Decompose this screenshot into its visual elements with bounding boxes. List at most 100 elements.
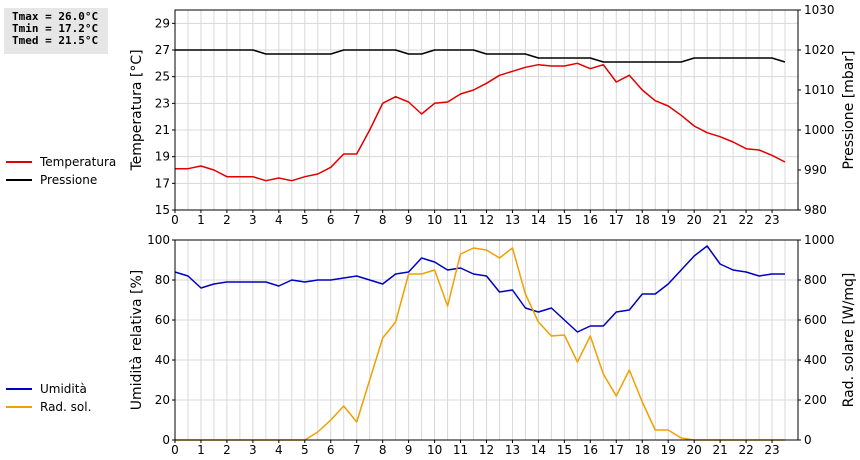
x-tick-label-bottom: 13 (505, 443, 520, 457)
x-tick-label-top: 4 (275, 213, 283, 227)
x-tick-label-top: 16 (583, 213, 598, 227)
x-tick-label-bottom: 23 (764, 443, 779, 457)
y2-tick-label-top: 980 (804, 203, 827, 217)
y-tick-label-top: 17 (155, 176, 170, 190)
x-tick-label-top: 5 (301, 213, 309, 227)
stats-box: Tmax = 26.0°C Tmin = 17.2°C Tmed = 21.5°… (4, 8, 108, 54)
y2-tick-label-top: 1020 (804, 43, 835, 57)
x-tick-label-top: 17 (609, 213, 624, 227)
x-tick-label-top: 23 (764, 213, 779, 227)
x-tick-label-top: 8 (379, 213, 387, 227)
y-tick-label-top: 15 (155, 203, 170, 217)
legend-item-pressione: Pressione (6, 171, 116, 189)
y-tick-label-bottom: 40 (155, 353, 170, 367)
x-tick-label-bottom: 8 (379, 443, 387, 457)
y2-axis-title-bottom: Rad. solare [W/mq] (841, 273, 857, 408)
y-tick-label-bottom: 20 (155, 393, 170, 407)
y2-tick-label-bottom: 1000 (804, 233, 835, 247)
x-tick-label-bottom: 17 (609, 443, 624, 457)
x-tick-label-bottom: 18 (635, 443, 650, 457)
x-tick-label-top: 0 (171, 213, 179, 227)
y2-tick-label-top: 1000 (804, 123, 835, 137)
x-tick-label-bottom: 5 (301, 443, 309, 457)
y2-tick-label-top: 1010 (804, 83, 835, 97)
x-tick-label-top: 20 (687, 213, 702, 227)
y2-tick-label-bottom: 800 (804, 273, 827, 287)
legend-item-temperatura: Temperatura (6, 153, 116, 171)
legend-swatch-rad-sol (6, 406, 32, 408)
x-tick-label-top: 18 (635, 213, 650, 227)
legend-label-rad-sol: Rad. sol. (40, 400, 92, 414)
y-tick-label-top: 23 (155, 96, 170, 110)
legend-top: Temperatura Pressione (6, 153, 116, 189)
legend-label-temperatura: Temperatura (40, 155, 117, 169)
x-tick-label-bottom: 22 (738, 443, 753, 457)
x-tick-label-bottom: 9 (405, 443, 413, 457)
x-tick-label-bottom: 2 (223, 443, 231, 457)
y-tick-label-bottom: 80 (155, 273, 170, 287)
y2-tick-label-top: 990 (804, 163, 827, 177)
x-tick-label-top: 21 (712, 213, 727, 227)
x-tick-label-bottom: 0 (171, 443, 179, 457)
y-tick-label-bottom: 60 (155, 313, 170, 327)
y-tick-label-bottom: 100 (147, 233, 170, 247)
x-tick-label-bottom: 11 (453, 443, 468, 457)
legend-label-umidita: Umidità (40, 382, 87, 396)
x-tick-label-top: 13 (505, 213, 520, 227)
legend-swatch-temperatura (6, 161, 32, 163)
x-tick-label-bottom: 19 (661, 443, 676, 457)
x-tick-label-bottom: 20 (687, 443, 702, 457)
x-tick-label-top: 3 (249, 213, 257, 227)
x-tick-label-top: 15 (557, 213, 572, 227)
y2-tick-label-bottom: 200 (804, 393, 827, 407)
y2-axis-title-top: Pressione [mbar] (841, 50, 857, 169)
y-tick-label-top: 29 (155, 16, 170, 30)
x-tick-label-top: 22 (738, 213, 753, 227)
x-tick-label-top: 9 (405, 213, 413, 227)
y-tick-label-top: 21 (155, 123, 170, 137)
tmax-label: Tmax = 26.0°C (12, 10, 99, 23)
y-tick-label-top: 19 (155, 150, 170, 164)
x-tick-label-bottom: 14 (531, 443, 546, 457)
x-tick-label-bottom: 12 (479, 443, 494, 457)
x-tick-label-bottom: 3 (249, 443, 257, 457)
x-tick-label-top: 12 (479, 213, 494, 227)
x-tick-label-top: 11 (453, 213, 468, 227)
y-tick-label-top: 27 (155, 43, 170, 57)
y2-tick-label-bottom: 400 (804, 353, 827, 367)
x-tick-label-bottom: 7 (353, 443, 361, 457)
legend-item-umidita: Umidità (6, 380, 91, 398)
legend-label-pressione: Pressione (40, 173, 98, 187)
x-tick-label-top: 19 (661, 213, 676, 227)
x-tick-label-bottom: 15 (557, 443, 572, 457)
x-tick-label-top: 7 (353, 213, 361, 227)
x-tick-label-bottom: 1 (197, 443, 205, 457)
x-tick-label-bottom: 16 (583, 443, 598, 457)
y2-tick-label-top: 1030 (804, 3, 835, 17)
legend-item-rad-sol: Rad. sol. (6, 398, 91, 416)
x-tick-label-bottom: 4 (275, 443, 283, 457)
y-tick-label-bottom: 0 (162, 433, 170, 447)
tmed-label: Tmed = 21.5°C (12, 34, 99, 47)
x-tick-label-top: 1 (197, 213, 205, 227)
series-line-top-0 (175, 62, 786, 182)
y-tick-label-top: 25 (155, 70, 170, 84)
y-axis-title-top: Temperatura [°C] (129, 49, 145, 171)
series-line-bottom-0 (174, 245, 785, 333)
x-tick-label-top: 10 (427, 213, 442, 227)
legend-bottom: Umidità Rad. sol. (6, 380, 91, 416)
x-tick-label-bottom: 10 (427, 443, 442, 457)
x-tick-label-bottom: 21 (712, 443, 727, 457)
y2-tick-label-bottom: 0 (804, 433, 812, 447)
series-line-top-1 (175, 49, 786, 63)
x-tick-label-top: 6 (327, 213, 335, 227)
y-axis-title-bottom: Umidità relativa [%] (129, 270, 145, 411)
x-tick-label-top: 14 (531, 213, 546, 227)
x-tick-label-bottom: 6 (327, 443, 335, 457)
x-tick-label-top: 2 (223, 213, 231, 227)
legend-swatch-pressione (6, 179, 32, 181)
legend-swatch-umidita (6, 388, 32, 390)
y2-tick-label-bottom: 600 (804, 313, 827, 327)
tmin-label: Tmin = 17.2°C (12, 22, 99, 35)
